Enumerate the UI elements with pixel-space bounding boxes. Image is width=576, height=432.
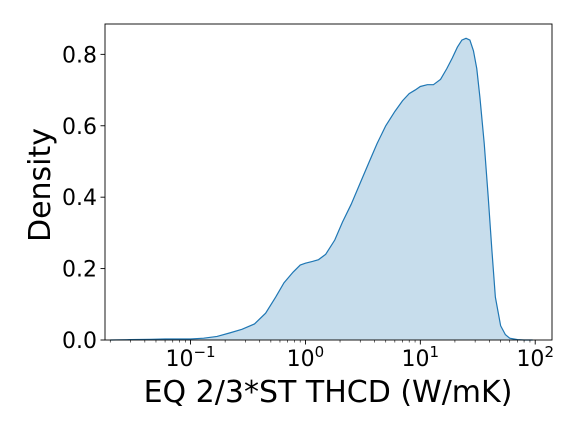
x-tick-label: 102	[516, 343, 554, 372]
density-line	[110, 37, 533, 341]
y-tick-label: 0.4	[62, 186, 97, 211]
y-tick-label: 0.2	[62, 258, 97, 283]
y-tick-label: 0.6	[62, 115, 97, 140]
x-axis-label: EQ 2/3*ST THCD (W/mK)	[144, 375, 513, 410]
ticks-layer: 10−1 100 101 102 0.0 0.2 0.4 0.6 0.8	[62, 43, 554, 372]
axes-frame	[104, 23, 553, 341]
density-area	[110, 38, 533, 340]
y-tick-label: 0.0	[62, 329, 97, 354]
x-tick-label: 101	[402, 343, 440, 372]
y-tick-label: 0.8	[62, 43, 97, 68]
x-tick-label: 10−1	[165, 343, 215, 372]
x-tick-label: 100	[287, 343, 325, 372]
y-axis-label: Density	[23, 128, 58, 242]
plot-area	[104, 23, 553, 341]
